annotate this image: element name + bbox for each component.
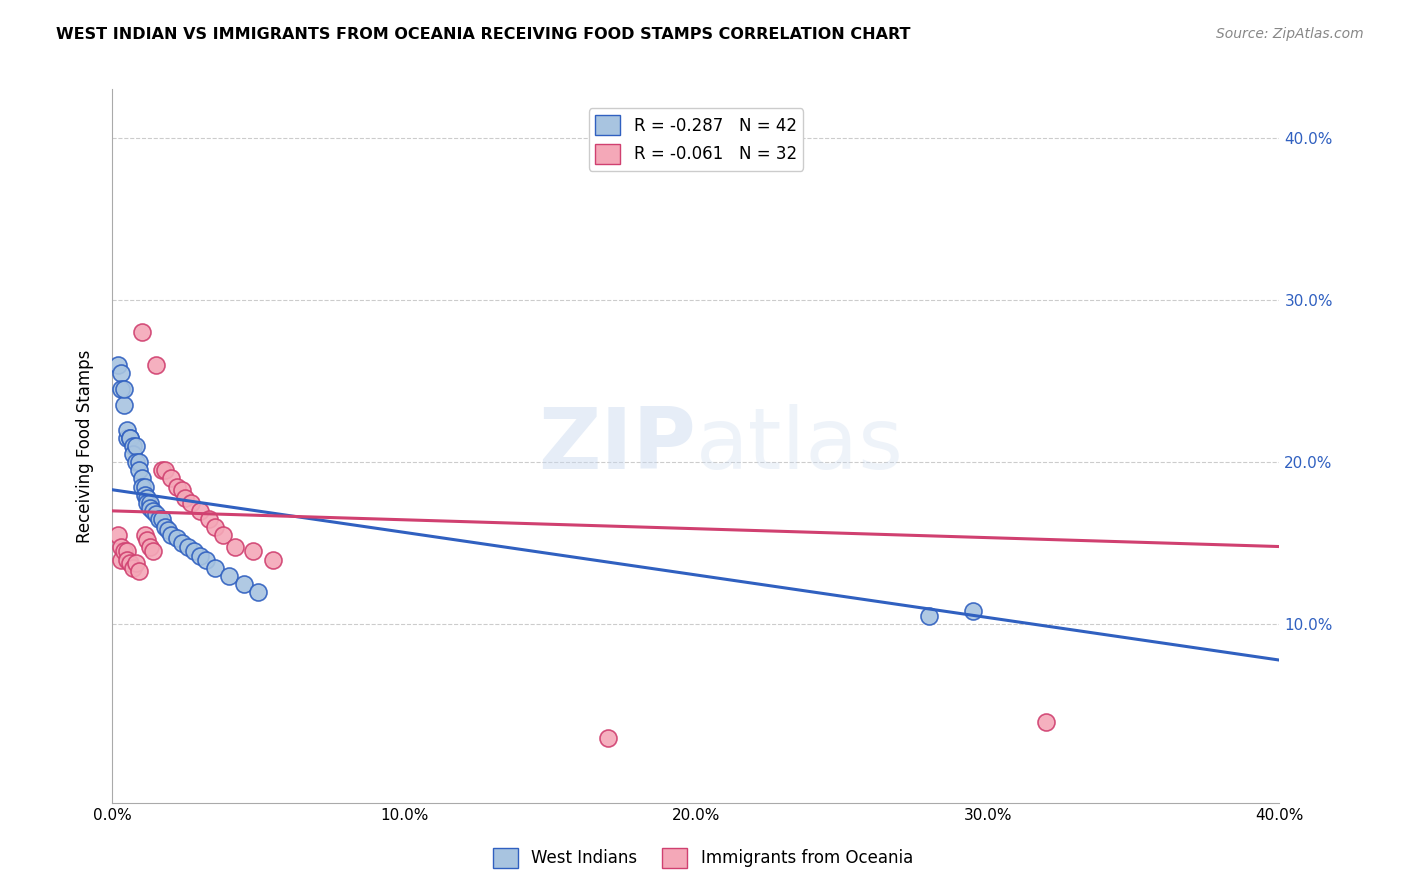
Point — [160, 471, 183, 485]
Point — [194, 552, 217, 566]
Text: ZIP: ZIP — [538, 404, 696, 488]
Point — [153, 463, 176, 477]
Point — [125, 439, 148, 453]
Point — [153, 520, 176, 534]
Point — [115, 544, 138, 558]
Point — [134, 479, 156, 493]
Point — [115, 423, 138, 437]
Point — [134, 488, 156, 502]
Point — [598, 731, 620, 745]
Point — [142, 544, 165, 558]
Point — [115, 431, 138, 445]
Text: WEST INDIAN VS IMMIGRANTS FROM OCEANIA RECEIVING FOOD STAMPS CORRELATION CHART: WEST INDIAN VS IMMIGRANTS FROM OCEANIA R… — [56, 27, 911, 42]
Point — [172, 536, 194, 550]
Point — [139, 540, 162, 554]
Point — [125, 556, 148, 570]
Point — [112, 544, 135, 558]
Point — [204, 520, 226, 534]
Point — [262, 552, 284, 566]
Point — [110, 552, 132, 566]
Point — [177, 540, 200, 554]
Point — [188, 549, 211, 564]
Point — [131, 326, 153, 340]
Point — [112, 399, 135, 413]
Point — [174, 491, 197, 505]
Point — [131, 479, 153, 493]
Point — [110, 382, 132, 396]
Legend: R = -0.287   N = 42, R = -0.061   N = 32: R = -0.287 N = 42, R = -0.061 N = 32 — [589, 108, 803, 170]
Point — [136, 491, 159, 505]
Point — [204, 560, 226, 574]
Point — [962, 604, 984, 618]
Y-axis label: Receiving Food Stamps: Receiving Food Stamps — [76, 350, 94, 542]
Point — [247, 585, 270, 599]
Point — [131, 471, 153, 485]
Point — [183, 544, 205, 558]
Point — [166, 532, 188, 546]
Point — [218, 568, 240, 582]
Point — [150, 463, 173, 477]
Point — [110, 540, 132, 554]
Point — [166, 479, 188, 493]
Text: atlas: atlas — [696, 404, 904, 488]
Point — [172, 483, 194, 497]
Point — [142, 504, 165, 518]
Point — [145, 507, 167, 521]
Point — [139, 500, 162, 515]
Text: Source: ZipAtlas.com: Source: ZipAtlas.com — [1216, 27, 1364, 41]
Point — [136, 496, 159, 510]
Point — [242, 544, 264, 558]
Point — [918, 609, 941, 624]
Point — [139, 496, 162, 510]
Point — [128, 564, 150, 578]
Point — [115, 552, 138, 566]
Point — [197, 512, 219, 526]
Point — [107, 528, 129, 542]
Point — [122, 439, 145, 453]
Point — [122, 447, 145, 461]
Point — [150, 512, 173, 526]
Point — [224, 540, 246, 554]
Point — [110, 366, 132, 380]
Point — [118, 431, 141, 445]
Point — [212, 528, 235, 542]
Point — [128, 455, 150, 469]
Point — [134, 528, 156, 542]
Point — [107, 358, 129, 372]
Legend: West Indians, Immigrants from Oceania: West Indians, Immigrants from Oceania — [486, 841, 920, 875]
Point — [160, 528, 183, 542]
Point — [156, 524, 179, 538]
Point — [1035, 714, 1057, 729]
Point — [145, 358, 167, 372]
Point — [118, 556, 141, 570]
Point — [136, 533, 159, 547]
Point — [188, 504, 211, 518]
Point — [118, 431, 141, 445]
Point — [148, 512, 170, 526]
Point — [125, 455, 148, 469]
Point — [122, 560, 145, 574]
Point — [180, 496, 202, 510]
Point — [232, 577, 254, 591]
Point — [112, 382, 135, 396]
Point — [128, 463, 150, 477]
